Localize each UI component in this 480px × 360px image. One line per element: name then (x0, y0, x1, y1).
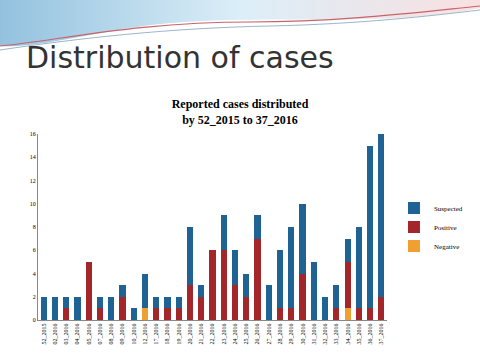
svg-text:Negative: Negative (434, 243, 459, 251)
svg-text:Suspected: Suspected (434, 205, 463, 213)
svg-text:09_2016: 09_2016 (119, 323, 125, 344)
svg-text:27_2016: 27_2016 (266, 323, 272, 344)
svg-text:33_2016: 33_2016 (333, 323, 339, 344)
svg-text:37_2016: 37_2016 (378, 323, 384, 344)
svg-text:22_2016: 22_2016 (209, 323, 215, 344)
svg-text:20_2016: 20_2016 (187, 323, 193, 344)
svg-text:Reported cases distributedby 5: Reported cases distributedby 52_2015 to … (172, 97, 309, 127)
svg-text:6: 6 (33, 247, 36, 253)
svg-text:19_2016: 19_2016 (176, 323, 182, 344)
html-text:Distribution of cases: Distribution of cases (26, 40, 334, 75)
svg-text:14: 14 (30, 154, 36, 160)
svg-text:2: 2 (33, 294, 36, 300)
svg-text:10: 10 (30, 201, 36, 207)
svg-text:0: 0 (33, 317, 36, 323)
svg-text:04_2016: 04_2016 (74, 323, 80, 344)
svg-text:36_2016: 36_2016 (367, 323, 373, 344)
svg-text:29_2016: 29_2016 (288, 323, 294, 344)
svg-text:8: 8 (33, 224, 36, 230)
svg-text:03_2016: 03_2016 (63, 323, 69, 344)
svg-text:31_2016: 31_2016 (311, 323, 317, 344)
svg-text:30_2016: 30_2016 (300, 323, 306, 344)
svg-text:16: 16 (30, 131, 36, 137)
svg-text:12: 12 (30, 178, 36, 184)
svg-text:32_2016: 32_2016 (322, 323, 328, 344)
svg-text:34_2016: 34_2016 (345, 323, 351, 344)
svg-text:05_2016: 05_2016 (86, 323, 92, 344)
svg-text:Positive: Positive (434, 224, 457, 232)
svg-text:23_2016: 23_2016 (221, 323, 227, 344)
svg-text:12_2016: 12_2016 (142, 323, 148, 344)
svg-text:28_2016: 28_2016 (277, 323, 283, 344)
svg-text:52_2015: 52_2015 (41, 323, 47, 344)
svg-text:25_2016: 25_2016 (243, 323, 249, 344)
svg-text:10_2016: 10_2016 (131, 323, 137, 344)
svg-text:18_2016: 18_2016 (164, 323, 170, 344)
svg-text:17_2016: 17_2016 (153, 323, 159, 344)
svg-text:24_2016: 24_2016 (232, 323, 238, 344)
svg-text:35_2016: 35_2016 (356, 323, 362, 344)
svg-text:21_2016: 21_2016 (198, 323, 204, 344)
svg-text:07_2016: 07_2016 (97, 323, 103, 344)
svg-text:08_2016: 08_2016 (108, 323, 114, 344)
svg-text:26_2016: 26_2016 (254, 323, 260, 344)
svg-text:4: 4 (33, 271, 36, 277)
svg-text:02_2016: 02_2016 (52, 323, 58, 344)
